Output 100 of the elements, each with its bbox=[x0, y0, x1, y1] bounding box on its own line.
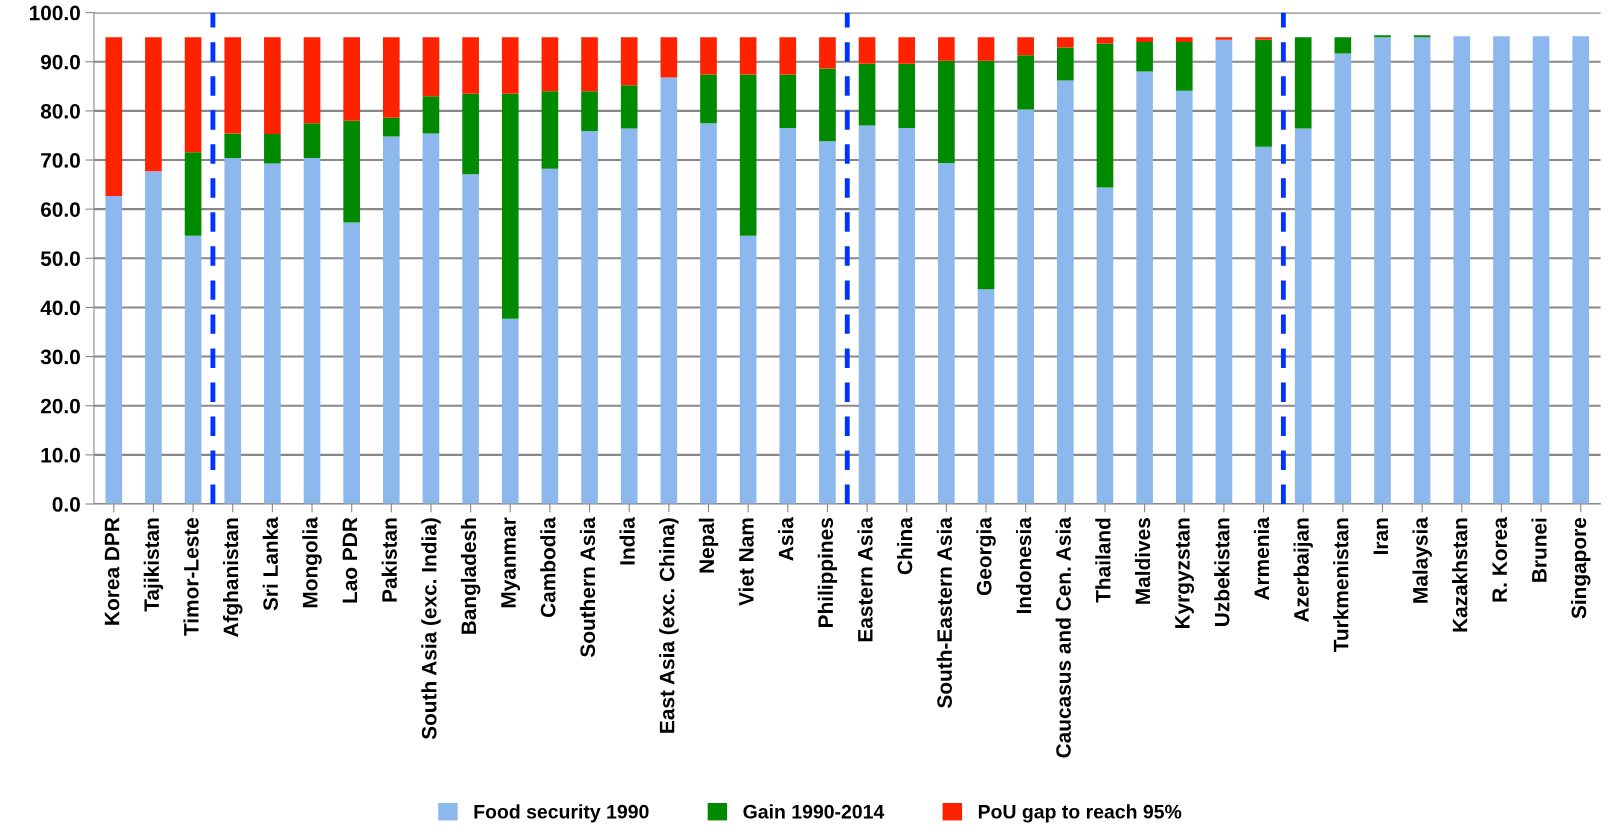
x-tick-label: Southern Asia bbox=[579, 517, 596, 658]
x-tick-label: Turkmenistan bbox=[1333, 518, 1349, 653]
bar bbox=[145, 37, 162, 172]
bar bbox=[977, 37, 995, 61]
bar bbox=[1096, 43, 1114, 188]
bar bbox=[184, 235, 202, 504]
bar bbox=[977, 60, 995, 290]
y-tick-label: 50.0 bbox=[40, 251, 80, 267]
bar bbox=[541, 37, 559, 92]
bar bbox=[1493, 36, 1510, 504]
bar bbox=[1056, 37, 1074, 48]
bar bbox=[1017, 37, 1034, 56]
bar bbox=[938, 60, 955, 163]
bar bbox=[1453, 36, 1471, 504]
bar bbox=[343, 120, 360, 223]
bar bbox=[422, 96, 440, 134]
x-tick-label: Singapore bbox=[1570, 517, 1591, 619]
y-tick-label: 60.0 bbox=[40, 202, 80, 217]
x-tick-label: Timor-Leste bbox=[183, 517, 199, 636]
bar bbox=[858, 63, 876, 126]
bar bbox=[382, 136, 400, 504]
bar bbox=[1136, 42, 1153, 72]
bar bbox=[898, 128, 916, 504]
x-tick-label: Maldives bbox=[1134, 518, 1151, 604]
bar bbox=[819, 37, 836, 69]
bar bbox=[779, 74, 797, 129]
bar bbox=[501, 93, 519, 319]
x-tick-label: Tajikistan bbox=[143, 518, 164, 612]
bar bbox=[541, 168, 559, 504]
legend-label: Food security 1990 bbox=[474, 804, 649, 823]
bar bbox=[1413, 37, 1431, 504]
x-tick-label: Azerbaijan bbox=[1293, 518, 1313, 623]
bar bbox=[303, 123, 321, 159]
bar bbox=[1096, 37, 1114, 44]
x-tick-label: Eastern Asia bbox=[857, 517, 873, 642]
bar bbox=[264, 133, 281, 164]
bar bbox=[779, 37, 797, 75]
bar bbox=[105, 37, 123, 196]
bar bbox=[462, 37, 479, 94]
bar bbox=[1255, 146, 1272, 504]
bar bbox=[700, 123, 717, 504]
y-tick-label: 40.0 bbox=[40, 300, 80, 316]
bar bbox=[819, 68, 836, 142]
bar bbox=[581, 91, 598, 132]
x-tick-label: Sri Lanka bbox=[262, 517, 278, 611]
y-tick-label: 90.0 bbox=[40, 54, 80, 70]
bar bbox=[1136, 37, 1153, 43]
y-tick-label: 80.0 bbox=[40, 103, 80, 119]
x-tick-label: Iran bbox=[1373, 518, 1389, 555]
x-tick-label: Pakistan bbox=[381, 518, 397, 602]
legend-label: PoU gap to reach 95% bbox=[978, 804, 1182, 823]
x-tick-label: Korea DPR bbox=[104, 517, 120, 625]
x-tick-label: India bbox=[619, 517, 635, 565]
bar bbox=[739, 235, 757, 504]
bar bbox=[620, 37, 638, 86]
x-tick-label: Viet Nam bbox=[738, 518, 754, 606]
bar bbox=[977, 289, 995, 504]
bar bbox=[1175, 90, 1193, 504]
bar bbox=[1096, 187, 1114, 504]
bar bbox=[462, 174, 479, 504]
bar bbox=[858, 125, 876, 504]
bar bbox=[382, 117, 400, 137]
x-tick-label: Caucasus and Cen. Asia bbox=[1055, 517, 1071, 758]
bar bbox=[620, 85, 638, 129]
bar bbox=[501, 318, 519, 504]
bar bbox=[1056, 80, 1074, 504]
bar bbox=[382, 37, 400, 118]
bar bbox=[1136, 71, 1153, 504]
x-tick-label: Nepal bbox=[698, 518, 719, 573]
bar bbox=[264, 163, 281, 504]
bar bbox=[819, 141, 836, 504]
bar bbox=[184, 37, 202, 153]
x-tick-label: Mongolia bbox=[302, 517, 322, 608]
bar bbox=[1215, 37, 1233, 40]
bar bbox=[620, 128, 638, 504]
bar bbox=[224, 37, 242, 134]
bar bbox=[1294, 128, 1312, 504]
bar bbox=[224, 133, 242, 159]
bar bbox=[898, 63, 916, 129]
bar bbox=[1017, 55, 1034, 110]
x-tick-label: R. Korea bbox=[1492, 517, 1508, 602]
bar bbox=[1334, 53, 1352, 504]
bar bbox=[184, 152, 202, 236]
x-tick-label: Philippines bbox=[817, 518, 838, 627]
bar bbox=[739, 37, 757, 75]
bar bbox=[1215, 39, 1233, 504]
bar bbox=[1374, 37, 1391, 504]
x-tick-label: Kazakhstan bbox=[1452, 518, 1468, 632]
y-tick-label: 30.0 bbox=[40, 349, 80, 365]
bar bbox=[1175, 37, 1193, 43]
bar bbox=[422, 133, 440, 504]
bar bbox=[343, 37, 360, 121]
x-tick-label: Indonesia bbox=[1015, 517, 1032, 614]
y-tick-label: 10.0 bbox=[41, 447, 80, 463]
bar bbox=[541, 91, 559, 169]
bar bbox=[739, 74, 757, 236]
x-tick-label: Bangladesh bbox=[460, 518, 481, 634]
y-tick-label: 0.0 bbox=[52, 497, 80, 512]
x-tick-label: Malaysia bbox=[1412, 517, 1432, 603]
x-tick-label: Armenia bbox=[1253, 517, 1270, 601]
